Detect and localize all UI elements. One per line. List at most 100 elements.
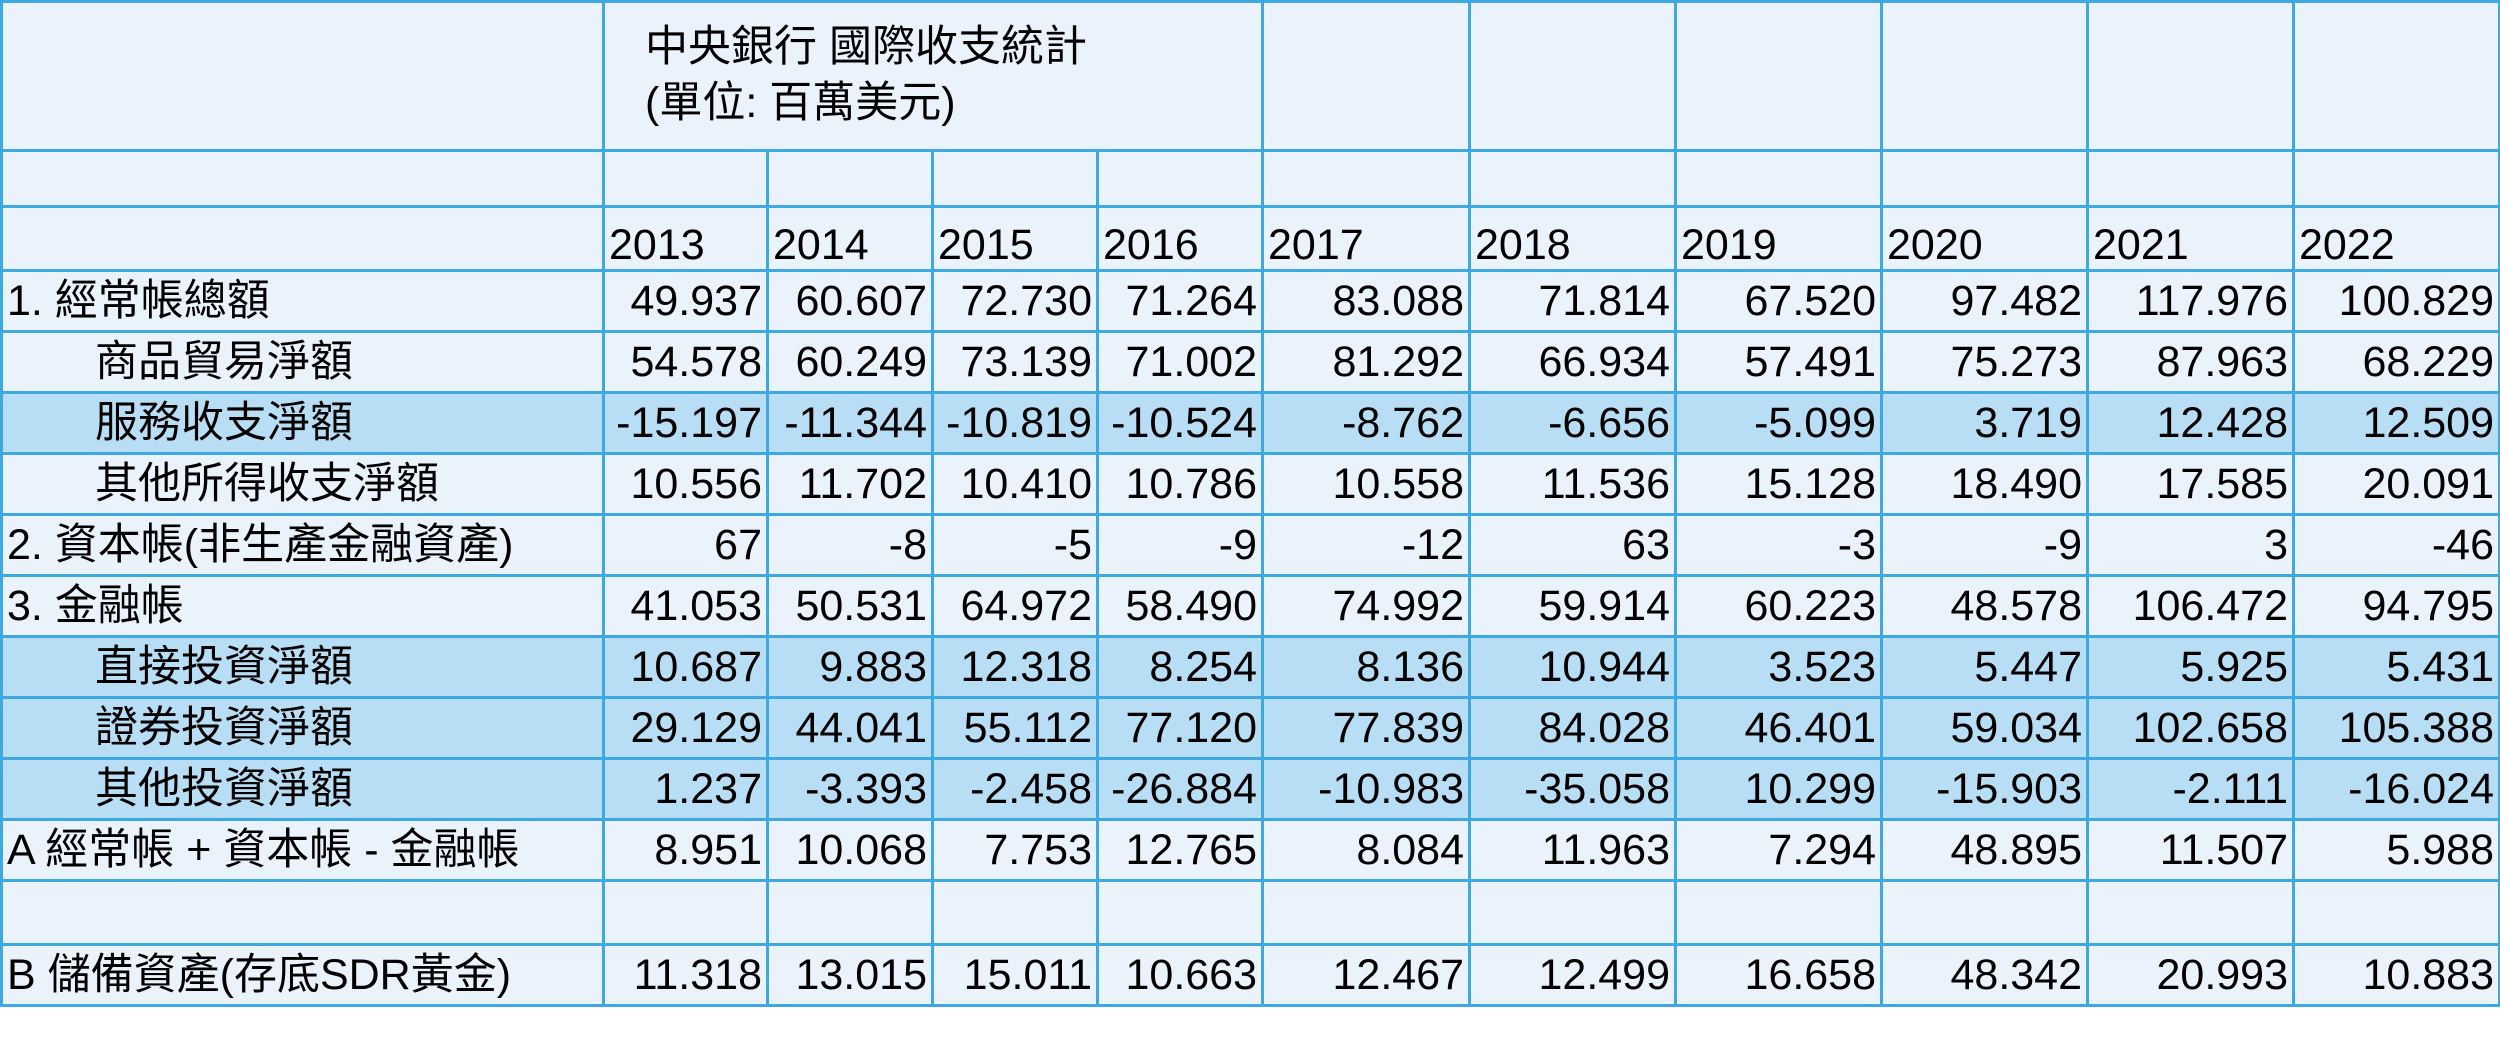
row-label: 商品貿易淨額	[0, 330, 605, 394]
table-title-cell: 中央銀行 國際收支統計 (單位: 百萬美元)	[601, 0, 1265, 152]
value-cell: 84.028	[1468, 696, 1678, 760]
value-cell: 10.410	[931, 452, 1099, 516]
value-cell: 5.925	[2086, 635, 2296, 699]
value-cell: 3.523	[1674, 635, 1884, 699]
value-cell: 71.002	[1095, 330, 1265, 394]
value-cell: 77.839	[1261, 696, 1472, 760]
value-cell: -16.024	[2292, 757, 2500, 821]
value-cell: -46	[2292, 513, 2500, 577]
value-cell: 9.883	[766, 635, 934, 699]
value-cell: 15.128	[1674, 452, 1884, 516]
value-cell: -9	[1880, 513, 2090, 577]
value-cell: 64.972	[931, 574, 1099, 638]
value-cell: 71.264	[1095, 269, 1265, 333]
value-cell: 10.786	[1095, 452, 1265, 516]
value-cell: 50.531	[766, 574, 934, 638]
value-cell: 63	[1468, 513, 1678, 577]
value-cell: 3.719	[1880, 391, 2090, 455]
value-cell: 15.011	[931, 943, 1099, 1007]
value-cell: 102.658	[2086, 696, 2296, 760]
value-cell: 46.401	[1674, 696, 1884, 760]
value-cell: 83.088	[1261, 269, 1472, 333]
value-cell: 17.585	[2086, 452, 2296, 516]
value-cell: 68.229	[2292, 330, 2500, 394]
table-row: A 經常帳 + 資本帳 - 金融帳 8.951 10.068 7.753 12.765 8…	[0, 818, 2500, 882]
row-label: 證券投資淨額	[0, 696, 605, 760]
value-cell: 73.139	[931, 330, 1099, 394]
row-label: 3. 金融帳	[0, 574, 605, 638]
value-cell: -12	[1261, 513, 1472, 577]
row-label: 2. 資本帳(非生產金融資產)	[0, 513, 605, 577]
table-row: 2. 資本帳(非生產金融資產) 67 -8 -5 -9 -12 63 -3 -9 3 -46	[0, 513, 2500, 577]
title-corner-cell	[0, 0, 605, 152]
value-cell: -10.524	[1095, 391, 1265, 455]
value-cell: 58.490	[1095, 574, 1265, 638]
value-cell: 81.292	[1261, 330, 1472, 394]
value-cell: 29.129	[602, 696, 769, 760]
value-cell: 16.658	[1674, 943, 1884, 1007]
value-cell: 94.795	[2292, 574, 2500, 638]
value-cell: 60.607	[766, 269, 934, 333]
year-header: 2013	[602, 205, 769, 272]
spacer-row	[0, 149, 2500, 208]
value-cell: 59.914	[1468, 574, 1678, 638]
value-cell: -2.458	[931, 757, 1099, 821]
value-cell: -5	[931, 513, 1099, 577]
row-label: 服務收支淨額	[0, 391, 605, 455]
year-header: 2014	[766, 205, 934, 272]
table-title: 中央銀行 國際收支統計	[645, 23, 1087, 72]
value-cell: 100.829	[2292, 269, 2500, 333]
value-cell: 10.558	[1261, 452, 1472, 516]
value-cell: 12.318	[931, 635, 1099, 699]
value-cell: -10.819	[931, 391, 1099, 455]
year-header-row: 2013 2014 2015 2016 2017 2018 2019 2020 2021 2022	[0, 205, 2500, 272]
table-unit: (單位: 百萬美元)	[645, 79, 956, 127]
value-cell: 7.753	[931, 818, 1099, 882]
value-cell: 8.951	[602, 818, 769, 882]
balance-of-payments-table: 中央銀行 國際收支統計 (單位: 百萬美元) 2013 2014 2015 2016 2…	[0, 0, 2500, 1007]
value-cell: 66.934	[1468, 330, 1678, 394]
row-label: 其他所得收支淨額	[0, 452, 605, 516]
value-cell: 10.068	[766, 818, 934, 882]
value-cell: 57.491	[1674, 330, 1884, 394]
value-cell: 77.120	[1095, 696, 1265, 760]
table-row: B 儲備資產(存底SDR黃金) 11.318 13.015 15.011 10.663 1…	[0, 943, 2500, 1007]
value-cell: 12.765	[1095, 818, 1265, 882]
value-cell: 10.883	[2292, 943, 2500, 1007]
year-header: 2020	[1880, 205, 2090, 272]
year-header: 2018	[1468, 205, 1678, 272]
value-cell: 117.976	[2086, 269, 2296, 333]
row-label: 直接投資淨額	[0, 635, 605, 699]
value-cell: 11.536	[1468, 452, 1678, 516]
value-cell: 105.388	[2292, 696, 2500, 760]
table-row: 服務收支淨額 -15.197 -11.344 -10.819 -10.524 -8.762…	[0, 391, 2500, 455]
value-cell: -10.983	[1261, 757, 1472, 821]
value-cell: -8	[766, 513, 934, 577]
value-cell: 10.299	[1674, 757, 1884, 821]
value-cell: 10.663	[1095, 943, 1265, 1007]
value-cell: 44.041	[766, 696, 934, 760]
value-cell: 59.034	[1880, 696, 2090, 760]
table-row: 3. 金融帳 41.053 50.531 64.972 58.490 74.992 59.9…	[0, 574, 2500, 638]
value-cell: -6.656	[1468, 391, 1678, 455]
value-cell: 8.136	[1261, 635, 1472, 699]
value-cell: 41.053	[602, 574, 769, 638]
year-header: 2022	[2292, 205, 2500, 272]
value-cell: 55.112	[931, 696, 1099, 760]
value-cell: -35.058	[1468, 757, 1678, 821]
row-label: A 經常帳 + 資本帳 - 金融帳	[0, 818, 605, 882]
value-cell: -15.903	[1880, 757, 2090, 821]
table-row: 1. 經常帳總額 49.937 60.607 72.730 71.264 83.088 71…	[0, 269, 2500, 333]
value-cell: 13.015	[766, 943, 934, 1007]
row-label: 1. 經常帳總額	[0, 269, 605, 333]
value-cell: 60.249	[766, 330, 934, 394]
year-header: 2021	[2086, 205, 2296, 272]
value-cell: 48.895	[1880, 818, 2090, 882]
value-cell: 67.520	[1674, 269, 1884, 333]
value-cell: 8.084	[1261, 818, 1472, 882]
value-cell: 5.988	[2292, 818, 2500, 882]
value-cell: 10.687	[602, 635, 769, 699]
value-cell: 10.556	[602, 452, 769, 516]
value-cell: 106.472	[2086, 574, 2296, 638]
table-row: 證券投資淨額 29.129 44.041 55.112 77.120 77.839 84.0…	[0, 696, 2500, 760]
